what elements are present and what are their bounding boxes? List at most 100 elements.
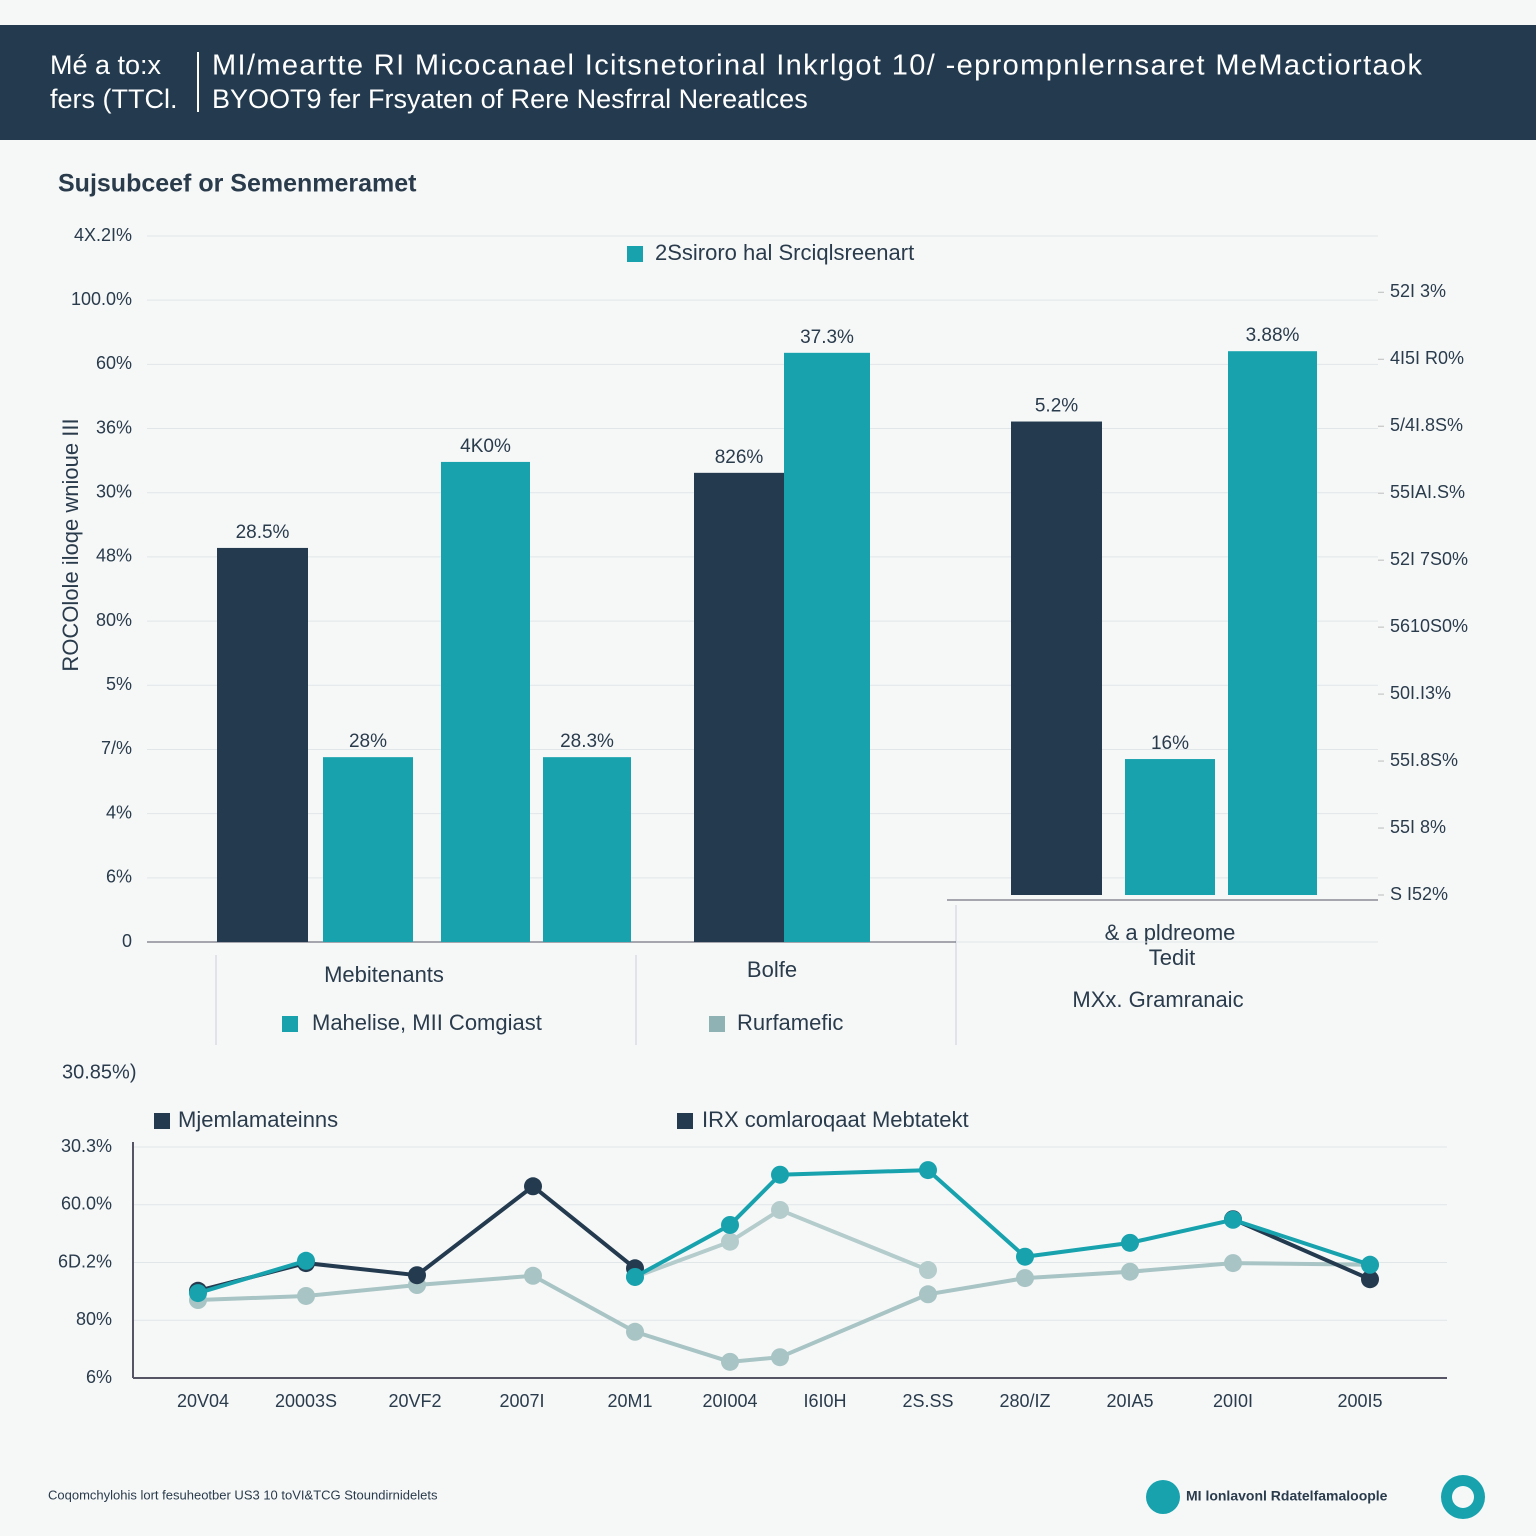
y-tick-label: 30% (96, 481, 132, 501)
header-left: Mé a to:x (50, 50, 162, 80)
y-tick-label: 100.0% (71, 289, 132, 309)
line-subtitle: 30.85%) (62, 1061, 137, 1083)
legend-swatch (627, 246, 643, 262)
line (197, 1168, 1371, 1296)
point (1121, 1233, 1139, 1252)
bar (694, 472, 784, 942)
y2-tick-label: 50I.I3% (1390, 683, 1451, 703)
y-tick-label: 4% (106, 802, 132, 822)
header-bar (0, 25, 1536, 140)
bar (1125, 759, 1215, 895)
x-tick-label: 2S.SS (902, 1391, 953, 1411)
section-title: Sujsubceef or Semenmeramet (58, 170, 417, 198)
x-tick-label: 20I0I (1213, 1391, 1253, 1411)
y-tick-label: 80% (96, 610, 132, 630)
y-tick-label: 5% (106, 674, 132, 694)
value-label: 3.88% (1246, 325, 1300, 346)
header-right: BYOOT9 fer Frsyaten of Rere Nesfrral Ner… (212, 84, 808, 114)
line (197, 1261, 1371, 1364)
x-tick-label: 20IA5 (1106, 1391, 1153, 1411)
bar (217, 547, 308, 942)
legend-label: IRX comlaroqaat Mebtatekt (702, 1107, 969, 1132)
value-label: 28.3% (560, 731, 614, 752)
line (634, 1207, 929, 1279)
bar (441, 461, 530, 942)
legend-swatch (154, 1113, 170, 1129)
x-tick-label: 20M1 (607, 1391, 652, 1411)
y2-tick-label: 55I.8S% (1390, 750, 1458, 770)
point (919, 1161, 937, 1180)
value-label: 28.5% (236, 522, 290, 543)
footer-logo: MI lonlavonl Rdatelfamaloople (1186, 1488, 1388, 1504)
bar (543, 757, 631, 942)
point (297, 1251, 315, 1270)
point (721, 1215, 739, 1234)
header-left: fers (TTCl. (50, 84, 178, 114)
x-tick-label: 20V04 (177, 1391, 229, 1411)
y2-tick-label: 55IAI.S% (1390, 482, 1465, 502)
point (771, 1348, 789, 1367)
footer-note: Coqomchylohis lort fesuheotber US3 10 to… (48, 1487, 438, 1502)
point (1016, 1269, 1034, 1288)
x-tick-label: 280/IZ (999, 1391, 1050, 1411)
x-tick-label: 2007I (499, 1391, 544, 1411)
point (919, 1285, 937, 1304)
point (1016, 1247, 1034, 1266)
y2-tick-label: 52I 3% (1390, 281, 1446, 301)
header-right: MI/meartte RI Micocanael Icitsnetorinal … (212, 50, 1422, 82)
bar (784, 352, 870, 942)
legend-label: Mahelise, MII Comgiast (312, 1010, 542, 1035)
point (189, 1284, 207, 1303)
bar (1011, 421, 1102, 895)
point (626, 1322, 644, 1341)
point (1121, 1262, 1139, 1281)
value-label: 5.2% (1035, 396, 1078, 417)
point (721, 1352, 739, 1371)
y-tick-label: 48% (96, 546, 132, 566)
point (1361, 1255, 1379, 1274)
x-tick-label: 20I004 (702, 1391, 757, 1411)
y2-tick-label: 55I 8% (1390, 817, 1446, 837)
legend-label: 2Ssiroro hal Srciqlsreenart (655, 240, 914, 265)
value-label: 28% (349, 731, 387, 752)
legend-label: Rurfamefic (737, 1010, 843, 1035)
point (524, 1266, 542, 1285)
logo-icon (1452, 1486, 1474, 1508)
point (408, 1266, 426, 1285)
y-tick-label: 60% (96, 353, 132, 373)
group-label: MXx. Gramranaic (1072, 987, 1243, 1012)
y-tick-label: 6% (106, 867, 132, 887)
value-label: 4K0% (460, 436, 511, 457)
value-label: 16% (1151, 733, 1189, 754)
bar (323, 757, 413, 942)
x-tick-label: I6I0H (803, 1391, 846, 1411)
y-axis-title: ROCOlole iloqe wnioue III (58, 418, 83, 671)
x-tick-label: 20003S (275, 1391, 337, 1411)
point (1361, 1270, 1379, 1289)
point (626, 1267, 644, 1286)
legend-swatch (709, 1016, 725, 1032)
group-label: Bolfe (747, 957, 797, 982)
y-tick-label: 4X.2I% (74, 225, 132, 245)
legend-swatch (677, 1113, 693, 1129)
y2-tick-label: 5/4I.8S% (1390, 415, 1463, 435)
y-tick-label: 36% (96, 417, 132, 437)
y2-tick-label: 52I 7S0% (1390, 549, 1468, 569)
y2-tick-label: 5610S0% (1390, 616, 1468, 636)
group-label: & a pldreome (1105, 920, 1236, 945)
point (297, 1286, 315, 1305)
point (721, 1232, 739, 1251)
y-tick-label: 0 (122, 931, 132, 951)
y-tick-label: 7/% (101, 738, 132, 758)
point (524, 1177, 542, 1196)
value-label: 37.3% (800, 327, 854, 348)
point (1224, 1254, 1242, 1273)
point (771, 1165, 789, 1184)
y-tick-label: 6% (86, 1367, 112, 1387)
logo-icon (1146, 1480, 1180, 1514)
point (919, 1261, 937, 1280)
legend-label: Mjemlamateinns (178, 1107, 338, 1132)
y2-tick-label: 4I5I R0% (1390, 348, 1464, 368)
